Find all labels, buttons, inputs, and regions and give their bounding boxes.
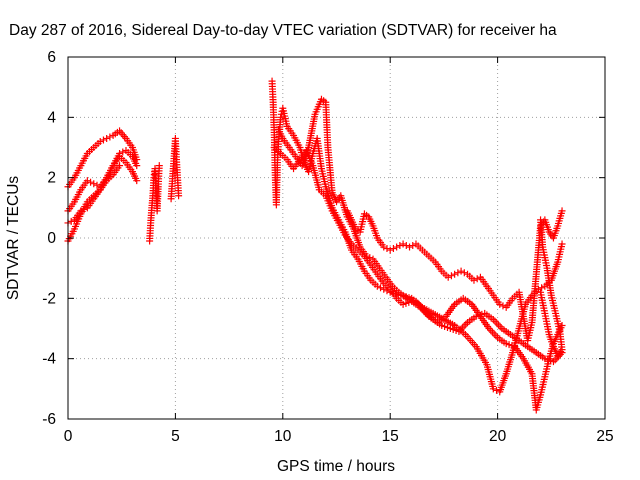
data-point	[402, 242, 410, 250]
data-point	[383, 245, 391, 253]
data-point	[451, 270, 459, 278]
data-point	[277, 113, 285, 121]
data-point	[393, 243, 401, 251]
data-point	[377, 284, 385, 292]
x-axis-label: GPS time / hours	[277, 458, 395, 475]
x-tick-label: 5	[171, 428, 180, 445]
data-point	[103, 134, 111, 142]
x-tick-label: 0	[64, 428, 73, 445]
data-point	[77, 207, 85, 215]
x-tick-label: 10	[274, 428, 292, 445]
data-point	[454, 269, 462, 277]
data-point	[133, 177, 141, 185]
data-point	[83, 177, 91, 185]
data-point	[396, 242, 404, 250]
y-tick-label: 0	[47, 230, 56, 247]
data-point	[87, 178, 95, 186]
y-tick-label: 4	[47, 109, 56, 126]
x-tick-label: 25	[596, 428, 613, 445]
y-tick-label: 6	[47, 49, 56, 66]
data-point	[386, 246, 394, 254]
data-point	[80, 205, 88, 213]
data-point	[444, 273, 452, 281]
data-point	[373, 282, 381, 290]
chart-title: Day 287 of 2016, Sidereal Day-to-day VTE…	[9, 22, 557, 39]
x-tick-label: 15	[382, 428, 399, 445]
data-point	[473, 275, 481, 283]
data-point	[380, 243, 388, 251]
y-tick-label: -4	[42, 351, 56, 368]
data-point	[99, 136, 107, 144]
data-point	[558, 240, 566, 248]
data-point	[133, 162, 141, 170]
data-point	[489, 385, 497, 393]
data-point	[558, 207, 566, 215]
data-point	[496, 300, 504, 308]
data-point	[90, 180, 98, 188]
y-tick-label: 2	[47, 170, 56, 187]
data-points	[64, 77, 566, 414]
data-point	[470, 276, 478, 284]
data-point	[399, 240, 407, 248]
data-point	[460, 269, 468, 277]
data-point	[447, 272, 455, 280]
data-point	[67, 217, 75, 225]
y-axis-label: SDTVAR / TECUs	[5, 176, 22, 301]
data-point	[380, 285, 388, 293]
data-point	[106, 133, 114, 141]
data-point	[537, 216, 545, 224]
data-point	[493, 386, 501, 394]
data-point	[155, 162, 163, 170]
data-point	[116, 150, 124, 158]
data-point	[175, 192, 183, 200]
data-point	[116, 162, 124, 170]
data-point	[457, 267, 465, 275]
y-tick-label: -6	[42, 411, 56, 428]
data-point	[499, 302, 507, 310]
data-point	[96, 137, 104, 145]
y-tick-label: -2	[42, 290, 56, 307]
axis-ticks	[67, 56, 606, 420]
tick-labels: 0 5 10 15 20 25 -6 -4 -2 0 2 4 6	[42, 49, 613, 445]
data-point	[389, 245, 397, 253]
data-point	[383, 287, 391, 295]
data-point	[538, 284, 546, 292]
data-point	[406, 243, 414, 251]
x-tick-label: 20	[489, 428, 507, 445]
grid-lines	[68, 57, 605, 419]
